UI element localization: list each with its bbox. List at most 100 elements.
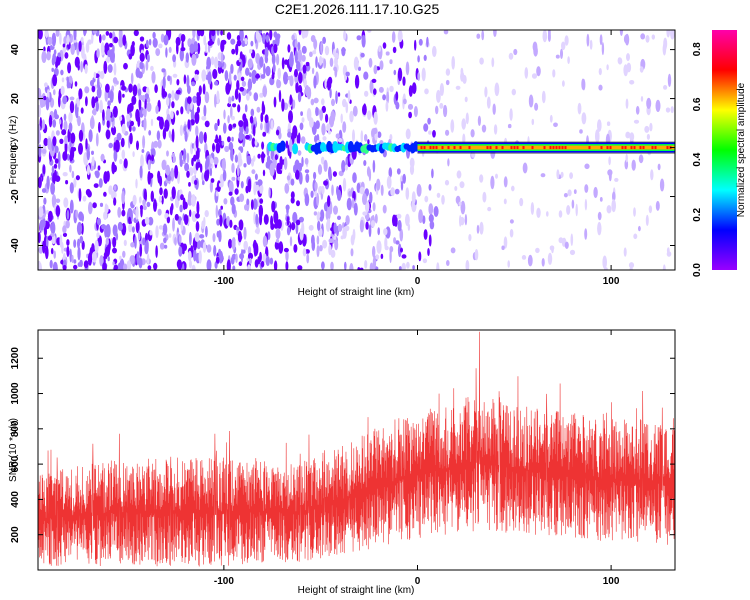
spectrogram-cell (314, 181, 318, 191)
spectrogram-cell (341, 47, 346, 53)
tone-peak (495, 146, 498, 150)
spectrogram-cell (273, 43, 278, 54)
spectrogram-cell (293, 164, 297, 174)
spectrogram-cell (476, 33, 481, 39)
spectrogram-cell (246, 264, 252, 270)
spectrogram-cell (118, 90, 122, 104)
spectrogram-cell (633, 119, 640, 124)
spectrogram-cell (95, 132, 99, 147)
tone-peak (633, 146, 636, 150)
spectrogram-cell (85, 96, 88, 107)
spectrogram-cell (113, 191, 117, 199)
spectrogram-cell (599, 197, 603, 202)
spectrogram-cell (162, 223, 168, 236)
colorbar-ticks: 0.0 0.2 0.4 0.6 0.8 (692, 42, 703, 277)
spectrogram-cell (399, 228, 404, 242)
spectrogram-cell (464, 96, 468, 103)
spectrogram-cell (606, 64, 609, 71)
spectrogram-cell (166, 216, 171, 224)
spectrogram-cell (207, 40, 213, 46)
spectrogram-cell (254, 173, 258, 181)
spectrogram-cell (231, 203, 236, 215)
spectrogram-cell (414, 39, 417, 51)
spectrogram-cell (372, 202, 376, 212)
spectrogram-cell (479, 174, 484, 183)
spectrogram-cell (139, 243, 143, 257)
spectrogram-cell (78, 40, 82, 52)
spectrogram-cell (493, 124, 498, 135)
spectrogram-cell (373, 64, 378, 75)
spectrogram-cell (349, 263, 354, 270)
spectrogram-cell (131, 41, 135, 47)
spectrogram-cell (244, 104, 248, 113)
spectrogram-cell (55, 205, 61, 217)
spectrogram-cell (333, 66, 337, 72)
tone-peak (486, 146, 489, 150)
spectrogram-cell (237, 176, 240, 181)
spectrogram-cell (198, 85, 202, 96)
spectrogram-cell (143, 188, 147, 203)
spectrogram-cell (584, 163, 590, 170)
spectrogram-cell (159, 175, 163, 187)
spectrogram-cell (38, 176, 42, 189)
spectrogram-cell (71, 254, 74, 264)
spectrogram-cell (645, 35, 650, 43)
tone-peak (513, 146, 516, 150)
spectrogram-cell (428, 130, 432, 135)
spectrogram-cell (122, 93, 125, 98)
spectrogram-cell (225, 82, 231, 95)
spectrogram-cell (398, 266, 402, 270)
spectrogram-cell (375, 254, 380, 260)
spectrogram-cell (218, 182, 224, 188)
spectrogram-cell (474, 249, 479, 261)
spectrogram-cell (237, 152, 242, 166)
spectrogram-cell (60, 69, 64, 76)
spectrogram-cell (353, 202, 358, 216)
tone-peak (588, 146, 591, 150)
spectrogram-cell (343, 30, 347, 41)
spectrogram-cell (106, 55, 111, 63)
spectrogram-cell (380, 253, 384, 259)
spectrogram-cell (162, 128, 167, 140)
spectrogram-cell (59, 119, 62, 125)
spectrogram-cell (503, 198, 507, 205)
spectrogram-cell (393, 69, 397, 76)
spectrogram-cell (66, 82, 72, 89)
spectrogram-cell (168, 233, 172, 238)
spectrogram-cell (584, 184, 589, 193)
spectrogram-cell (290, 178, 295, 186)
spectrogram-cell (54, 158, 59, 164)
spectrogram-cell (359, 267, 364, 270)
spectrogram-cell (601, 42, 605, 56)
spectrogram-cell (247, 178, 252, 193)
spectrogram-cell (528, 94, 534, 108)
spectrogram-cell (116, 80, 119, 85)
spectrogram-cell (542, 30, 548, 43)
spectrogram-cell (359, 186, 365, 195)
y-tick-label: -40 (10, 238, 21, 253)
spectrogram-cell (589, 39, 593, 50)
spectrogram-cell (175, 89, 181, 95)
spectrogram-cell (136, 140, 139, 151)
spectrogram-cell (54, 114, 59, 120)
spectrogram-cell (253, 92, 259, 102)
spectrogram-cell (432, 130, 436, 138)
spectrogram-cell (288, 110, 293, 124)
spectrogram-cell (47, 210, 53, 223)
spectrogram-cell (552, 69, 556, 78)
spectrogram-cell (53, 169, 57, 182)
spectrogram-cell (566, 205, 571, 215)
spectrogram-cell (278, 169, 283, 175)
spectrogram-cell (273, 96, 277, 108)
spectrogram-cell (459, 215, 462, 227)
spectrogram-panel: -100 0 100 -40 -20 0 20 40 Height of straight … (8, 29, 676, 298)
spectrogram-cell (68, 122, 73, 133)
spectrogram-cell (254, 139, 258, 146)
spectrogram-cell (237, 72, 242, 82)
spectrogram-cell (395, 240, 400, 245)
spectrogram-cell (633, 233, 638, 240)
spectrogram-cell (129, 255, 135, 265)
spectrogram-cell (186, 103, 190, 115)
spectrogram-cell (51, 194, 57, 208)
spectrogram-cell (323, 180, 329, 186)
